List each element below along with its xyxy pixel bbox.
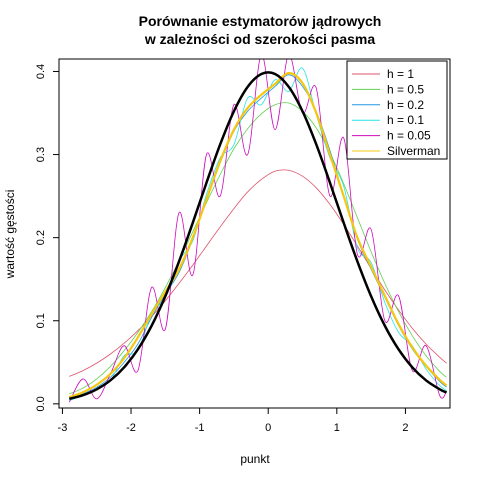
- y-tick-label: 0.1: [35, 313, 47, 328]
- y-tick-label: 0.2: [35, 230, 47, 245]
- series-layer: [68, 59, 448, 403]
- legend-label: h = 0.1: [387, 113, 424, 127]
- legend-box: [346, 60, 448, 160]
- x-axis: -3 -2 -1 0 1 2: [58, 408, 408, 434]
- series-line-h-0-5: [69, 102, 447, 395]
- x-tick-label: 0: [265, 422, 271, 434]
- legend-label: Silverman: [387, 144, 440, 158]
- legend-label: h = 0.2: [387, 98, 424, 112]
- series-line-silverman: [68, 72, 448, 399]
- y-axis: 0.0 0.1 0.2 0.3 0.4: [35, 64, 59, 411]
- x-tick-label: 2: [402, 422, 408, 434]
- legend: h = 1h = 0.5 h = 0.2h = 0.1 h = 0.05Silver…: [346, 60, 448, 160]
- x-tick-label: -3: [58, 422, 68, 434]
- y-tick-label: 0.4: [35, 64, 47, 79]
- legend-label: h = 0.5: [387, 82, 424, 96]
- y-tick-label: 0.0: [35, 396, 47, 411]
- y-axis-label: wartość gęstości: [3, 190, 17, 280]
- x-tick-label: -1: [195, 422, 205, 434]
- x-axis-label: punkt: [240, 452, 270, 466]
- series-line-reference-6: [68, 71, 448, 401]
- chart-title: Porównanie estymatorów jądrowych: [139, 13, 382, 29]
- x-tick-label: 1: [334, 422, 340, 434]
- series-line-h-0-05: [68, 59, 447, 403]
- chart-subtitle: w zależności od szerokości pasma: [144, 31, 376, 47]
- legend-label: h = 0.05: [387, 129, 431, 143]
- plot-frame: [58, 58, 451, 409]
- legend-label: h = 1: [387, 67, 414, 81]
- x-tick-label: -2: [126, 422, 136, 434]
- y-tick-label: 0.3: [35, 147, 47, 162]
- series-line-h-1: [69, 169, 447, 377]
